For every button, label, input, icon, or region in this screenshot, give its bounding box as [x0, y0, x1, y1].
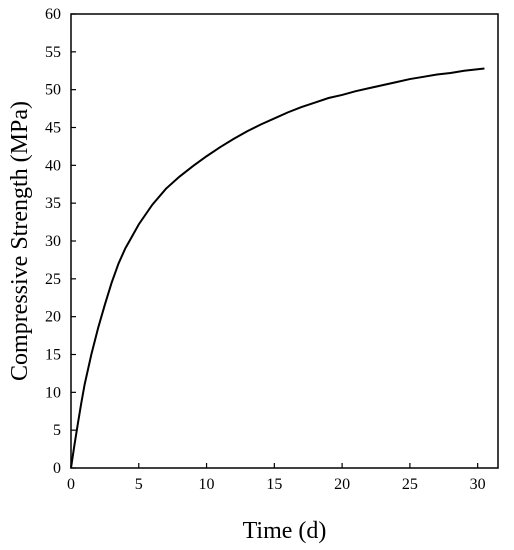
x-axis-title: Time (d)	[243, 518, 327, 544]
y-tick-label: 25	[45, 271, 61, 288]
x-tick-label: 10	[199, 476, 215, 493]
y-tick-label: 20	[45, 309, 61, 326]
y-axis-title: Compressive Strength (MPa)	[7, 101, 33, 381]
y-axis-ticks: 0 5 10 15 20 25 30 35 40 45 50 55 60	[45, 6, 76, 477]
y-tick-label: 50	[45, 82, 61, 99]
y-tick-label: 5	[53, 422, 61, 439]
y-tick-label: 35	[45, 195, 61, 212]
x-tick-label: 5	[135, 476, 143, 493]
y-tick-label: 10	[45, 384, 61, 401]
x-axis-ticks: 0 5 10 15 20 25 30	[67, 463, 486, 493]
series-line	[70, 67, 485, 469]
x-tick-label: 15	[266, 476, 282, 493]
y-tick-label: 15	[45, 347, 61, 364]
x-tick-label: 30	[470, 476, 486, 493]
y-tick-label: 30	[45, 233, 61, 250]
y-tick-label: 45	[45, 120, 61, 137]
x-tick-label: 0	[67, 476, 75, 493]
plot-frame	[70, 13, 499, 469]
y-tick-label: 40	[45, 157, 61, 174]
y-tick-label: 0	[53, 460, 61, 477]
x-tick-label: 20	[334, 476, 350, 493]
x-tick-label: 25	[402, 476, 418, 493]
y-tick-label: 55	[45, 44, 61, 61]
y-tick-label: 60	[45, 6, 61, 23]
